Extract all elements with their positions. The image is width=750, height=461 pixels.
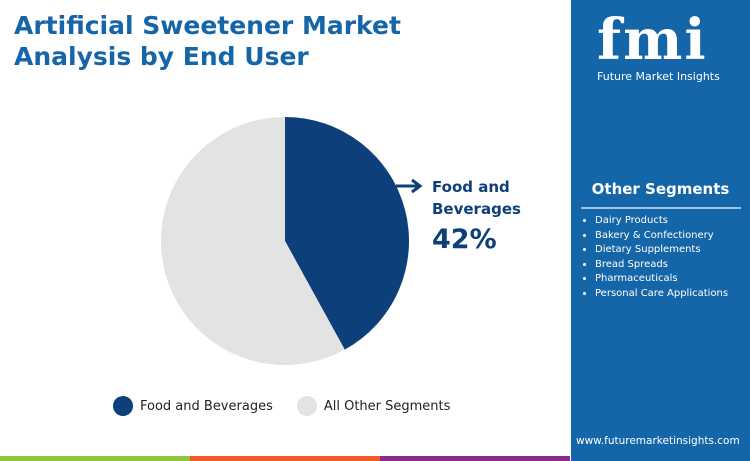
bottom-bar-green [0, 456, 190, 461]
list-item: Personal Care Applications [595, 287, 728, 302]
callout-label: Beverages [432, 200, 521, 218]
list-item: Dairy Products [595, 214, 728, 229]
callout-arrow-icon [396, 178, 423, 194]
fmi-logo: fmi [597, 7, 708, 73]
bottom-bar-purple [380, 456, 570, 461]
pie-slice-all-other-segments [160, 117, 345, 365]
segment-list: Dairy Products Bakery & Confectionery Di… [579, 214, 728, 302]
callout-value: 42% [432, 224, 497, 255]
title-line: Artificial Sweetener Market [14, 11, 401, 40]
legend-label: All Other Segments [323, 398, 451, 414]
bottom-bar-orange [190, 456, 380, 461]
list-item: Dietary Supplements [595, 243, 728, 258]
other-segments-title: Other Segments [591, 180, 730, 198]
legend-swatch [296, 396, 317, 416]
list-item: Bread Spreads [595, 258, 728, 273]
pie-chart [160, 117, 423, 365]
callout: Food and Beverages 42% [432, 176, 521, 260]
title-line: Analysis by End User [14, 42, 309, 71]
legend: Food and Beverages All Other Segments [113, 396, 450, 416]
website-link[interactable]: www.futuremarketinsights.com [576, 435, 740, 447]
legend-swatch [113, 396, 133, 416]
chart-title: Artificial Sweetener Market Analysis by E… [14, 10, 401, 72]
divider [581, 207, 741, 209]
legend-label: Food and Beverages [140, 398, 273, 414]
pie-slice-food-and-beverages [285, 117, 409, 350]
callout-label: Food and [432, 178, 510, 196]
brand-name: Future Market Insights [597, 70, 720, 83]
sidebar: fmi Future Market Insights Other Segment… [571, 0, 750, 461]
list-item: Bakery & Confectionery [595, 229, 728, 244]
list-item: Pharmaceuticals [595, 272, 728, 287]
